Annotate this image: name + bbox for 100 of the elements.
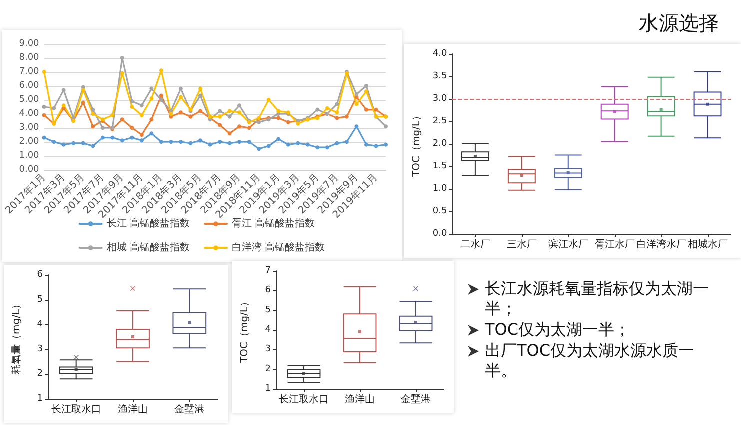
y-tick-label: 3	[265, 344, 271, 355]
point	[91, 108, 96, 112]
point	[110, 136, 115, 140]
y-tick-label: 0.00	[19, 165, 40, 175]
legend-label: 长江 高锰酸盐指数	[106, 218, 190, 230]
y-tick-label: 1.00	[19, 151, 40, 161]
point	[335, 116, 340, 120]
point	[228, 109, 232, 114]
y-tick-label: 5.00	[19, 95, 40, 105]
point	[266, 144, 271, 148]
point	[130, 126, 134, 130]
point	[178, 95, 183, 100]
point	[169, 112, 174, 116]
point	[159, 140, 164, 144]
y-tick-label: 1	[265, 384, 271, 394]
point	[52, 140, 56, 144]
x-tick-label: 相城水厂	[688, 238, 728, 250]
legend-label: 白洋湾 高锰酸盐指数	[232, 242, 326, 254]
legend-label: 相城 高锰酸盐指数	[106, 242, 190, 254]
x-tick-label: 三水厂	[506, 238, 537, 250]
point	[100, 136, 105, 140]
point	[159, 98, 164, 102]
point	[130, 105, 134, 109]
point	[150, 118, 154, 122]
point	[81, 141, 86, 146]
point	[344, 114, 349, 119]
y-tick-label: 3.5	[432, 72, 448, 82]
y-axis-title: TOC（mg/L）	[240, 297, 250, 364]
y-tick-label: 4	[37, 320, 44, 330]
point	[238, 140, 242, 144]
point	[42, 105, 46, 109]
y-tick-label: 1.5	[432, 162, 448, 172]
x-tick-label: 长江取水口	[279, 394, 329, 406]
y-tick-label: 7.00	[19, 67, 40, 77]
point	[140, 104, 144, 108]
point	[316, 108, 320, 112]
y-tick-label: 2.0	[432, 139, 448, 149]
point	[91, 124, 96, 129]
y-tick-label: 6	[37, 270, 44, 280]
point	[316, 146, 320, 150]
point	[228, 141, 232, 146]
point	[218, 140, 222, 144]
x-tick-label: 长江取水口	[51, 404, 102, 416]
y-tick-label: 6.00	[19, 81, 40, 91]
point	[91, 144, 96, 148]
point	[62, 88, 66, 92]
point	[198, 109, 202, 114]
point	[325, 146, 330, 150]
point	[364, 142, 368, 147]
point	[238, 104, 242, 108]
point	[52, 106, 56, 110]
point	[178, 110, 183, 115]
point	[178, 140, 183, 144]
point	[286, 142, 290, 147]
x-tick-label: 金墅港	[401, 394, 431, 406]
y-tick-label: 4.00	[19, 109, 40, 119]
y-tick-label: 5	[265, 305, 271, 316]
point	[218, 109, 222, 114]
point	[306, 142, 310, 147]
point	[335, 141, 340, 146]
point	[62, 142, 66, 147]
point	[276, 116, 281, 120]
y-tick-label: 1.0	[432, 184, 448, 194]
y-tick-label: 3.0	[432, 94, 448, 104]
point	[354, 102, 359, 106]
point	[150, 86, 154, 91]
point	[188, 114, 193, 119]
y-tick-label: 7	[265, 266, 271, 276]
point	[276, 137, 281, 142]
y-axis-title: TOC（mg/L）	[412, 111, 422, 178]
point	[335, 102, 340, 106]
point	[374, 144, 378, 148]
y-tick-label: 5	[37, 294, 43, 305]
point	[228, 132, 232, 136]
point	[72, 141, 76, 146]
point	[150, 132, 154, 136]
point	[266, 98, 271, 102]
y-tick-label: 0.0	[432, 229, 448, 239]
y-tick-label: 2.5	[432, 116, 448, 126]
point	[110, 113, 115, 118]
y-tick-label: 4	[265, 325, 272, 335]
point	[364, 90, 368, 94]
legend-label: 胥江 高锰酸盐指数	[232, 218, 316, 230]
y-tick-label: 3.00	[19, 123, 40, 133]
point	[325, 106, 330, 110]
y-axis-title: 耗氧量（mg/L）	[10, 299, 22, 375]
point	[130, 99, 134, 104]
point	[150, 96, 154, 101]
point	[344, 140, 349, 144]
point	[169, 140, 174, 144]
point	[140, 113, 144, 118]
point	[42, 70, 46, 74]
point	[42, 136, 46, 140]
x-tick-label: 白洋湾水厂	[636, 238, 686, 250]
x-tick-label: 金墅港	[174, 404, 205, 416]
point	[140, 138, 144, 143]
point	[178, 86, 183, 91]
point	[296, 122, 300, 126]
point	[384, 142, 388, 147]
y-tick-label: 3	[37, 344, 43, 354]
